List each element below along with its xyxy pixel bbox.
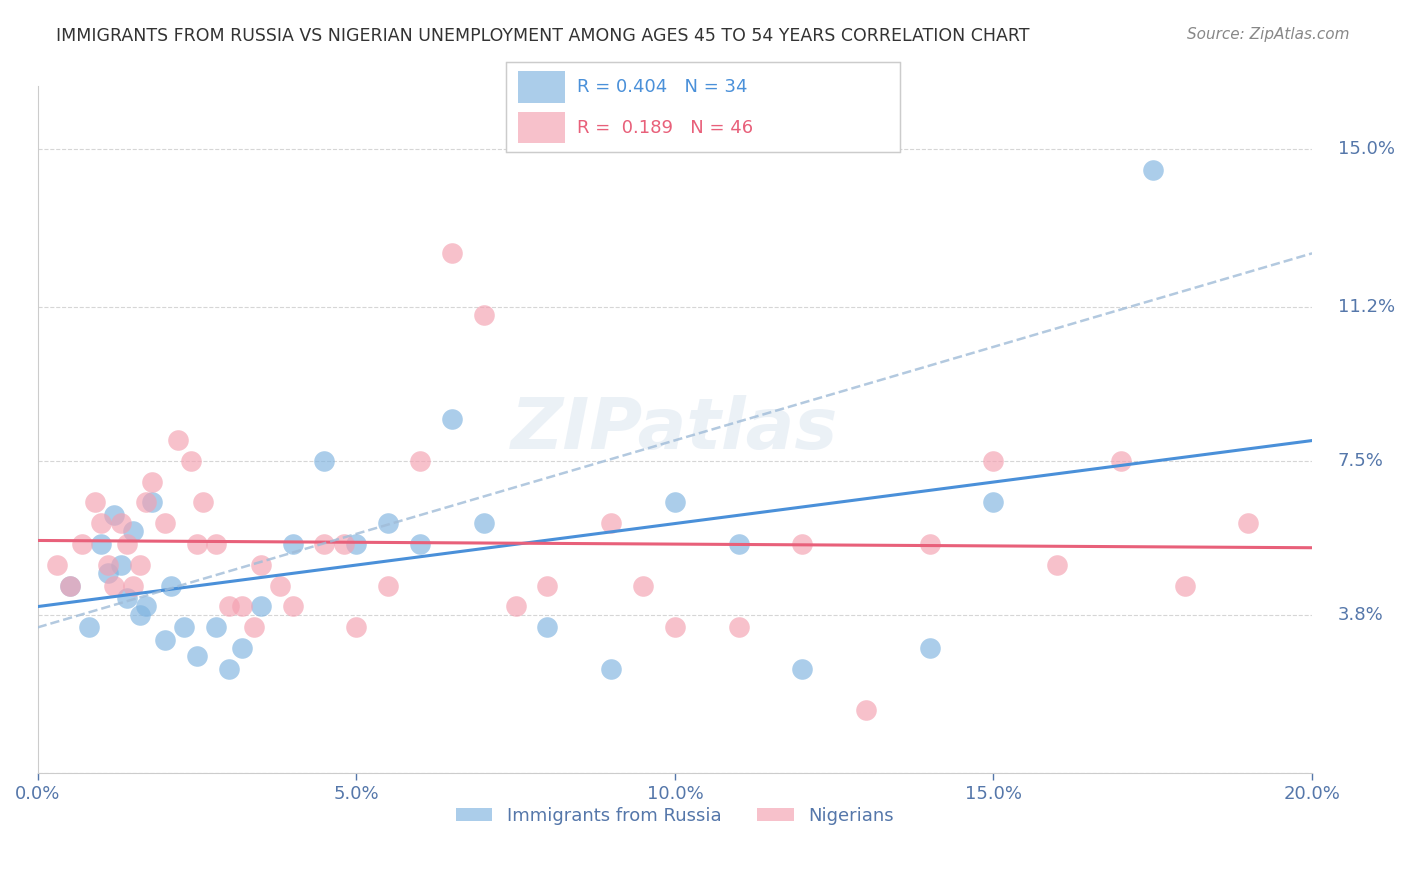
- Point: [472, 516, 495, 530]
- Legend: Immigrants from Russia, Nigerians: Immigrants from Russia, Nigerians: [449, 800, 901, 832]
- Point: [600, 516, 623, 530]
- Point: [128, 607, 150, 622]
- Point: [153, 632, 176, 647]
- Point: [918, 640, 941, 655]
- Point: [855, 703, 877, 717]
- Point: [1046, 558, 1069, 572]
- Point: [218, 599, 240, 614]
- Point: [792, 537, 814, 551]
- Point: [97, 558, 120, 572]
- Point: [45, 558, 67, 572]
- Point: [110, 558, 132, 572]
- Point: [664, 620, 686, 634]
- Point: [409, 537, 432, 551]
- Point: [727, 537, 749, 551]
- Point: [218, 662, 240, 676]
- Point: [249, 558, 271, 572]
- Point: [128, 558, 150, 572]
- Point: [180, 454, 202, 468]
- Point: [153, 516, 176, 530]
- Text: 7.5%: 7.5%: [1337, 451, 1384, 470]
- Point: [983, 454, 1005, 468]
- Text: R = 0.404   N = 34: R = 0.404 N = 34: [576, 78, 748, 96]
- Point: [344, 620, 367, 634]
- Point: [631, 578, 654, 592]
- Bar: [517, 71, 565, 103]
- Text: 3.8%: 3.8%: [1337, 606, 1384, 624]
- Point: [103, 508, 125, 522]
- Point: [505, 599, 527, 614]
- Point: [377, 578, 399, 592]
- Point: [77, 620, 100, 634]
- Point: [249, 599, 271, 614]
- Bar: [517, 112, 565, 143]
- Point: [110, 516, 132, 530]
- Point: [344, 537, 367, 551]
- Point: [186, 649, 208, 664]
- Point: [103, 578, 125, 592]
- Point: [440, 245, 463, 260]
- Point: [314, 537, 336, 551]
- Point: [1109, 454, 1132, 468]
- Point: [727, 620, 749, 634]
- Point: [141, 475, 163, 489]
- Point: [536, 578, 558, 592]
- Point: [72, 537, 94, 551]
- Point: [409, 454, 432, 468]
- Point: [664, 495, 686, 509]
- Point: [231, 599, 253, 614]
- Point: [281, 599, 304, 614]
- Point: [115, 591, 138, 605]
- Point: [186, 537, 208, 551]
- Point: [193, 495, 215, 509]
- Point: [243, 620, 266, 634]
- Point: [1237, 516, 1260, 530]
- Text: 11.2%: 11.2%: [1337, 298, 1395, 316]
- Point: [90, 537, 112, 551]
- Point: [167, 433, 190, 447]
- Text: Source: ZipAtlas.com: Source: ZipAtlas.com: [1187, 27, 1350, 42]
- Point: [90, 516, 112, 530]
- Point: [97, 566, 120, 580]
- Point: [115, 537, 138, 551]
- Point: [160, 578, 183, 592]
- Point: [536, 620, 558, 634]
- Text: IMMIGRANTS FROM RUSSIA VS NIGERIAN UNEMPLOYMENT AMONG AGES 45 TO 54 YEARS CORREL: IMMIGRANTS FROM RUSSIA VS NIGERIAN UNEMP…: [56, 27, 1029, 45]
- Point: [122, 524, 145, 539]
- Point: [135, 599, 157, 614]
- Point: [332, 537, 354, 551]
- Point: [472, 308, 495, 322]
- Point: [84, 495, 107, 509]
- Point: [231, 640, 253, 655]
- Point: [269, 578, 291, 592]
- Point: [792, 662, 814, 676]
- Point: [205, 620, 228, 634]
- Point: [983, 495, 1005, 509]
- Point: [1174, 578, 1197, 592]
- Point: [600, 662, 623, 676]
- Point: [122, 578, 145, 592]
- Text: R =  0.189   N = 46: R = 0.189 N = 46: [576, 119, 754, 136]
- Point: [314, 454, 336, 468]
- Point: [281, 537, 304, 551]
- Text: 15.0%: 15.0%: [1337, 140, 1395, 158]
- Point: [918, 537, 941, 551]
- Point: [141, 495, 163, 509]
- Point: [377, 516, 399, 530]
- Point: [58, 578, 80, 592]
- Point: [135, 495, 157, 509]
- Point: [173, 620, 195, 634]
- Point: [205, 537, 228, 551]
- Point: [440, 412, 463, 426]
- Point: [58, 578, 80, 592]
- Text: ZIPatlas: ZIPatlas: [512, 395, 838, 464]
- Point: [1142, 162, 1164, 177]
